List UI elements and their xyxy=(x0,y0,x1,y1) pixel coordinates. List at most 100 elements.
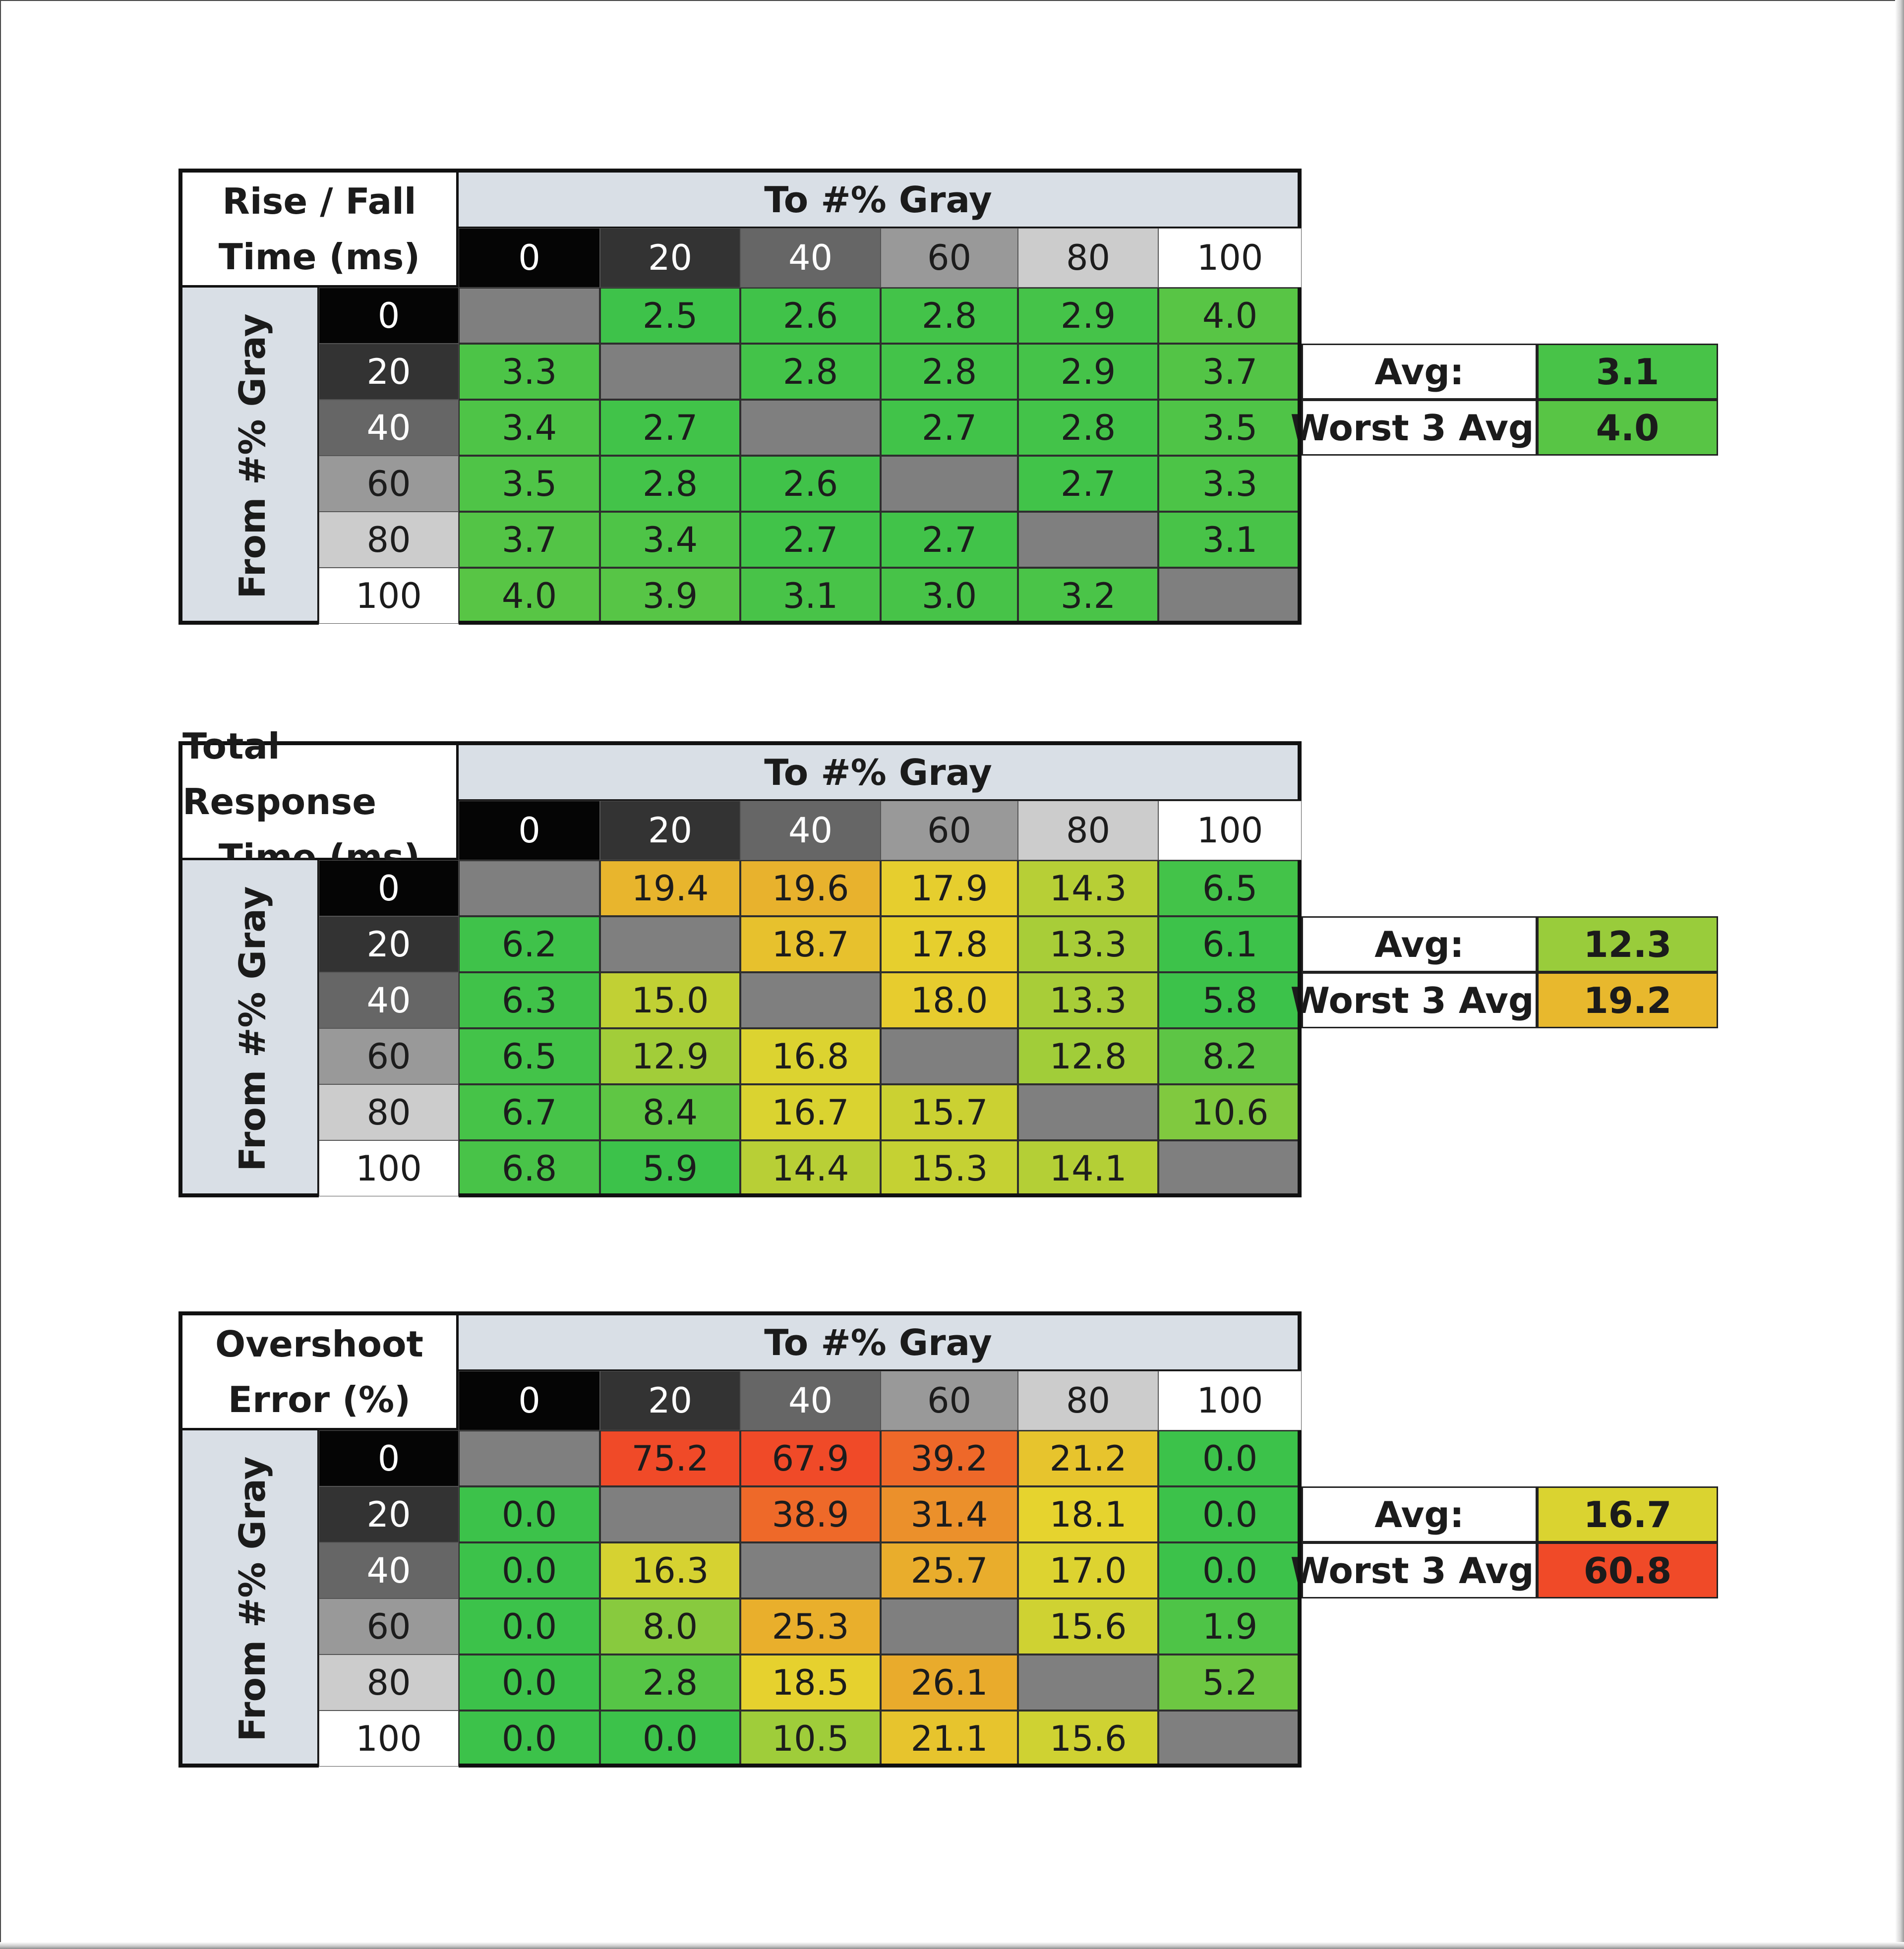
value-cell: 4.0 xyxy=(1158,288,1302,344)
value-cell: 5.8 xyxy=(1158,972,1302,1028)
table-title: Total Response Time (ms) xyxy=(178,725,459,878)
column-header-60: 60 xyxy=(881,801,1018,860)
row-header-40: 40 xyxy=(319,972,459,1028)
worst-3-avg-label: Worst 3 Avg: xyxy=(1291,972,1548,1028)
value-cell: 3.4 xyxy=(600,512,740,568)
diagonal-cell xyxy=(459,1430,600,1486)
value-cell: 13.3 xyxy=(1018,972,1158,1028)
value-cell: 2.9 xyxy=(1018,344,1158,400)
value-cell: 26.1 xyxy=(881,1654,1018,1711)
value-cell: 2.5 xyxy=(600,288,740,344)
diagonal-cell xyxy=(1158,1140,1302,1196)
value-cell: 6.8 xyxy=(459,1140,600,1196)
row-header-20: 20 xyxy=(319,344,459,400)
table-title-line-1: Overshoot xyxy=(215,1323,423,1365)
value-cell: 6.5 xyxy=(1158,860,1302,916)
worst-3-avg-label: Worst 3 Avg: xyxy=(1291,400,1548,456)
value-cell: 2.6 xyxy=(740,456,881,512)
column-header-80: 80 xyxy=(1018,228,1158,288)
value-cell: 67.9 xyxy=(740,1430,881,1486)
value-cell: 0.0 xyxy=(459,1486,600,1542)
value-cell: 10.5 xyxy=(740,1711,881,1767)
value-cell: 14.3 xyxy=(1018,860,1158,916)
value-cell: 2.8 xyxy=(1018,400,1158,456)
column-header-100: 100 xyxy=(1158,1371,1302,1430)
value-cell: 8.4 xyxy=(600,1084,740,1140)
worst-3-avg-value: 19.2 xyxy=(1537,972,1718,1028)
value-cell: 2.7 xyxy=(600,400,740,456)
to-gray-header: To #% Gray xyxy=(459,741,1302,801)
value-cell: 14.1 xyxy=(1018,1140,1158,1196)
value-cell: 17.9 xyxy=(881,860,1018,916)
value-cell: 8.0 xyxy=(600,1598,740,1654)
value-cell: 0.0 xyxy=(1158,1486,1302,1542)
value-cell: 3.1 xyxy=(740,568,881,624)
diagonal-cell xyxy=(600,916,740,972)
value-cell: 13.3 xyxy=(1018,916,1158,972)
value-cell: 15.7 xyxy=(881,1084,1018,1140)
column-header-80: 80 xyxy=(1018,1371,1158,1430)
page-shadow-bottom xyxy=(0,1942,1904,1949)
value-cell: 5.2 xyxy=(1158,1654,1302,1711)
value-cell: 16.3 xyxy=(600,1542,740,1598)
diagonal-cell xyxy=(1158,568,1302,624)
diagonal-cell xyxy=(1018,1084,1158,1140)
worst-3-avg-value: 4.0 xyxy=(1537,400,1718,456)
row-header-100: 100 xyxy=(319,1140,459,1196)
value-cell: 2.7 xyxy=(881,400,1018,456)
diagonal-cell xyxy=(600,344,740,400)
value-cell: 3.1 xyxy=(1158,512,1302,568)
table-title: Rise / Fall Time (ms) xyxy=(178,169,459,288)
value-cell: 2.7 xyxy=(881,512,1018,568)
value-cell: 38.9 xyxy=(740,1486,881,1542)
column-header-20: 20 xyxy=(600,1371,740,1430)
value-cell: 19.6 xyxy=(740,860,881,916)
row-header-60: 60 xyxy=(319,1028,459,1084)
value-cell: 3.4 xyxy=(459,400,600,456)
row-header-20: 20 xyxy=(319,1486,459,1542)
column-header-0: 0 xyxy=(459,228,600,288)
value-cell: 2.7 xyxy=(1018,456,1158,512)
column-header-40: 40 xyxy=(740,801,881,860)
column-header-100: 100 xyxy=(1158,801,1302,860)
avg-label: Avg: xyxy=(1302,916,1537,972)
table-title-line-2: Error (%) xyxy=(228,1378,411,1420)
value-cell: 5.9 xyxy=(600,1140,740,1196)
avg-label: Avg: xyxy=(1302,344,1537,400)
value-cell: 3.5 xyxy=(459,456,600,512)
from-gray-header: From #% Gray xyxy=(178,860,319,1197)
value-cell: 18.0 xyxy=(881,972,1018,1028)
column-header-20: 20 xyxy=(600,801,740,860)
column-header-40: 40 xyxy=(740,228,881,288)
value-cell: 31.4 xyxy=(881,1486,1018,1542)
value-cell: 14.4 xyxy=(740,1140,881,1196)
value-cell: 0.0 xyxy=(459,1654,600,1711)
value-cell: 10.6 xyxy=(1158,1084,1302,1140)
diagonal-cell xyxy=(740,1542,881,1598)
value-cell: 18.5 xyxy=(740,1654,881,1711)
value-cell: 1.9 xyxy=(1158,1598,1302,1654)
value-cell: 21.1 xyxy=(881,1711,1018,1767)
value-cell: 0.0 xyxy=(1158,1430,1302,1486)
avg-value: 16.7 xyxy=(1537,1486,1718,1542)
value-cell: 2.8 xyxy=(740,344,881,400)
diagonal-cell xyxy=(881,1028,1018,1084)
row-header-80: 80 xyxy=(319,1084,459,1140)
value-cell: 4.0 xyxy=(459,568,600,624)
value-cell: 18.1 xyxy=(1018,1486,1158,1542)
value-cell: 15.0 xyxy=(600,972,740,1028)
column-header-40: 40 xyxy=(740,1371,881,1430)
avg-label: Avg: xyxy=(1302,1486,1537,1542)
column-header-80: 80 xyxy=(1018,801,1158,860)
value-cell: 3.3 xyxy=(459,344,600,400)
value-cell: 21.2 xyxy=(1018,1430,1158,1486)
diagonal-cell xyxy=(459,288,600,344)
value-cell: 3.3 xyxy=(1158,456,1302,512)
value-cell: 6.7 xyxy=(459,1084,600,1140)
value-cell: 39.2 xyxy=(881,1430,1018,1486)
value-cell: 3.9 xyxy=(600,568,740,624)
from-gray-header: From #% Gray xyxy=(178,288,319,625)
column-header-100: 100 xyxy=(1158,228,1302,288)
row-header-60: 60 xyxy=(319,1598,459,1654)
value-cell: 3.7 xyxy=(459,512,600,568)
